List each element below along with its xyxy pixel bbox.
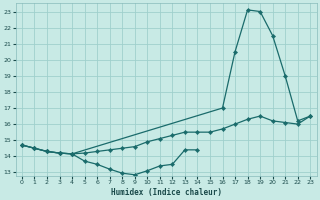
X-axis label: Humidex (Indice chaleur): Humidex (Indice chaleur) (111, 188, 221, 197)
